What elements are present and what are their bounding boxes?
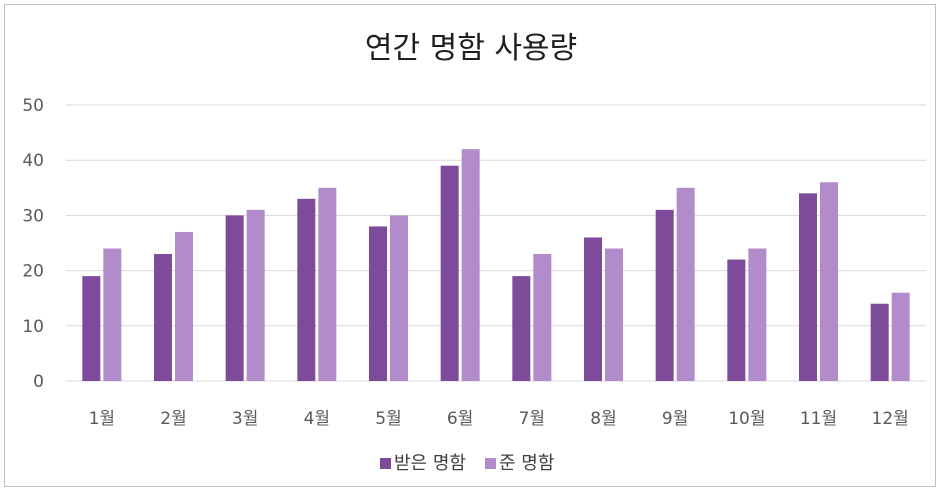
y-tick-label: 10 [22,317,44,337]
bar-received [226,215,244,381]
x-tick-label: 11월 [800,409,837,429]
legend-swatch [485,458,496,469]
y-tick-label: 0 [33,372,44,392]
bars [82,149,909,381]
y-tick-label: 40 [22,151,44,171]
x-tick-label: 8월 [590,409,616,429]
bar-given [748,249,766,381]
bar-received [512,276,530,381]
x-axis-ticks: 1월 2월 3월 4월 5월 6월 7월 8월 9월 10월 11월 12월 [89,409,909,429]
x-tick-label: 1월 [89,409,115,429]
bar-given [390,215,408,381]
bar-received [82,276,100,381]
y-tick-label: 50 [22,96,44,116]
bar-given [892,293,910,381]
x-tick-label: 10월 [728,409,765,429]
x-tick-label: 3월 [232,409,258,429]
legend-swatch [380,458,391,469]
legend-label: 받은 명함 [394,453,466,474]
bar-given [103,249,121,381]
bar-given [175,232,193,381]
legend-label: 준 명함 [499,453,554,474]
x-tick-label: 7월 [519,409,545,429]
bar-received [154,254,172,381]
x-tick-label: 9월 [662,409,688,429]
bar-given [605,249,623,381]
gridlines [66,105,926,381]
x-tick-label: 12월 [872,409,909,429]
bar-received [441,166,459,381]
x-tick-label: 5월 [375,409,401,429]
bar-given [677,188,695,381]
bar-given [820,182,838,381]
bar-received [297,199,315,381]
x-tick-label: 6월 [447,409,473,429]
legend: 받은 명함 준 명함 [380,453,554,474]
y-tick-label: 20 [22,262,44,282]
bar-received [369,226,387,381]
y-axis-ticks: 0 10 20 30 40 50 [22,96,44,392]
bar-given [533,254,551,381]
bar-received [799,193,817,381]
chart-title: 연간 명함 사용량 [365,31,577,66]
y-tick-label: 30 [22,206,44,226]
x-tick-label: 2월 [160,409,186,429]
x-tick-label: 4월 [304,409,330,429]
bar-given [247,210,265,381]
bar-given [318,188,336,381]
bar-given [462,149,480,381]
bar-received [584,237,602,381]
bar-received [727,260,745,381]
bar-received [656,210,674,381]
bar-received [871,304,889,381]
